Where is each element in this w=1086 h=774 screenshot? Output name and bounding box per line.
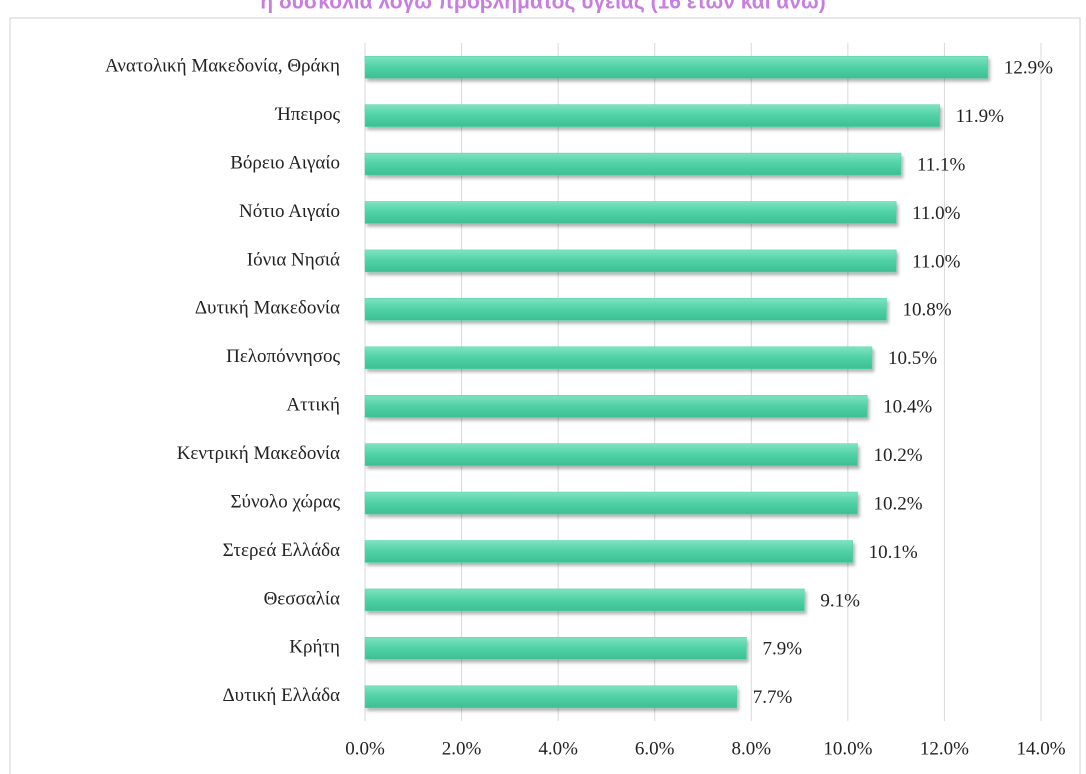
value-label: 10.4% bbox=[883, 397, 932, 418]
y-tick-label: Αττική bbox=[286, 395, 340, 416]
x-tick-label: 14.0% bbox=[1016, 738, 1065, 759]
bar bbox=[364, 346, 873, 370]
x-tick-label: 2.0% bbox=[442, 738, 482, 759]
value-label: 11.1% bbox=[917, 154, 966, 175]
bar bbox=[364, 491, 858, 515]
x-tick-label: 0.0% bbox=[345, 738, 385, 759]
value-label: 10.5% bbox=[888, 348, 937, 369]
x-tick-label: 10.0% bbox=[823, 738, 872, 759]
value-label: 11.0% bbox=[912, 203, 961, 224]
bar bbox=[364, 152, 902, 176]
y-tick-label: Ανατολική Μακεδονία, Θράκη bbox=[105, 56, 340, 77]
x-tick-label: 6.0% bbox=[635, 738, 675, 759]
y-tick-label: Θεσσαλία bbox=[264, 588, 340, 609]
y-tick-label: Στερεά Ελλάδα bbox=[223, 540, 340, 561]
value-label: 10.2% bbox=[874, 445, 923, 466]
bar bbox=[364, 55, 989, 79]
y-tick-label: Δυτική Μακεδονία bbox=[195, 298, 340, 319]
x-tick-label: 4.0% bbox=[538, 738, 578, 759]
value-label: 12.9% bbox=[1004, 58, 1053, 79]
bar bbox=[364, 201, 897, 224]
y-tick-label: Βόρειο Αιγαίο bbox=[230, 152, 340, 173]
y-tick-label: Σύνολο χώρας bbox=[230, 491, 340, 512]
x-tick-label: 12.0% bbox=[920, 738, 969, 759]
value-label: 10.8% bbox=[902, 300, 951, 321]
value-label: 10.1% bbox=[869, 542, 918, 563]
bar bbox=[364, 298, 887, 321]
bar bbox=[364, 685, 738, 709]
chart-title: η δυσκολία λόγω προβλήματος υγείας (16 ε… bbox=[260, 0, 825, 14]
bar bbox=[364, 249, 897, 273]
y-tick-label: Ιόνια Νησιά bbox=[247, 249, 340, 270]
value-label: 10.2% bbox=[874, 493, 923, 514]
bar bbox=[364, 443, 858, 466]
bar bbox=[364, 104, 940, 127]
value-label: 7.7% bbox=[753, 687, 793, 708]
bar bbox=[364, 588, 805, 612]
x-tick-label: 8.0% bbox=[731, 738, 771, 759]
y-tick-label: Κρήτη bbox=[289, 637, 340, 658]
y-tick-label: Νότιο Αιγαίο bbox=[239, 201, 340, 222]
bar bbox=[364, 394, 868, 418]
value-label: 9.1% bbox=[820, 590, 860, 611]
value-label: 11.9% bbox=[956, 106, 1005, 127]
y-tick-label: Κεντρική Μακεδονία bbox=[177, 443, 340, 464]
y-tick-label: Δυτική Ελλάδα bbox=[222, 685, 340, 706]
y-tick-label: Ήπειρος bbox=[274, 104, 340, 125]
bar bbox=[364, 540, 853, 563]
bar bbox=[364, 637, 747, 660]
value-label: 7.9% bbox=[762, 639, 802, 660]
y-tick-label: Πελοπόννησος bbox=[226, 346, 340, 367]
value-label: 11.0% bbox=[912, 251, 961, 272]
